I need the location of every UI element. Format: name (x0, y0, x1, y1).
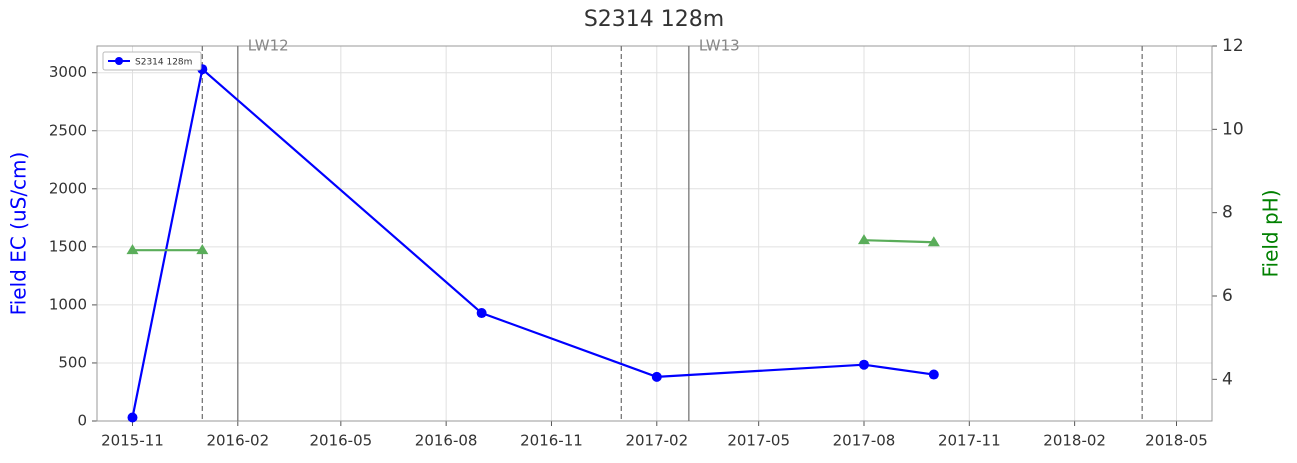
legend-label: S2314 128m (135, 58, 192, 68)
event-label: LW13 (699, 37, 740, 55)
y-tick-label: 500 (58, 353, 87, 371)
y2-tick-label: 12 (1222, 36, 1244, 56)
y2-tick-label: 8 (1222, 203, 1233, 223)
x-tick-label: 2015-11 (101, 432, 164, 450)
plot-frame (96, 45, 1213, 422)
series-line (131, 67, 934, 418)
legend-marker (115, 57, 123, 65)
y2-tick-label: 10 (1222, 119, 1244, 139)
x-tick-label: 2017-08 (833, 432, 896, 450)
y2-tick-label: 4 (1222, 369, 1233, 389)
y-tick-label: 2500 (49, 121, 87, 139)
event-label: LW12 (248, 37, 289, 55)
point (928, 369, 939, 380)
x-tick-label: 2017-02 (625, 432, 688, 450)
point (858, 359, 869, 370)
point (126, 244, 139, 255)
x-tick-label: 2016-11 (520, 432, 583, 450)
x-tick-label: 2018-05 (1145, 432, 1208, 450)
x-tick-label: 2016-08 (415, 432, 478, 450)
y-tick-label: 0 (77, 412, 87, 430)
point (927, 236, 940, 247)
point (651, 371, 662, 382)
y-tick-label: 1500 (49, 237, 87, 255)
point (857, 234, 870, 245)
x-tick-label: 2016-02 (206, 432, 269, 450)
legend-box (102, 51, 202, 71)
x-tick-label: 2017-11 (938, 432, 1001, 450)
x-tick-label: 2017-05 (727, 432, 790, 450)
y-axis-label: Field EC (uS/cm) (7, 152, 31, 316)
point (476, 308, 487, 319)
series-line (863, 239, 934, 244)
point (127, 412, 138, 423)
x-tick-label: 2018-02 (1043, 432, 1106, 450)
x-tick-label: 2016-05 (309, 432, 372, 450)
y-tick-label: 3000 (49, 63, 87, 81)
chart-title: S2314 128m (584, 7, 724, 32)
y-tick-label: 2000 (49, 179, 87, 197)
y2-tick-label: 6 (1222, 286, 1233, 306)
y2-axis-label: Field pH) (1259, 189, 1283, 277)
point (196, 244, 209, 255)
y-tick-label: 1000 (49, 295, 87, 313)
